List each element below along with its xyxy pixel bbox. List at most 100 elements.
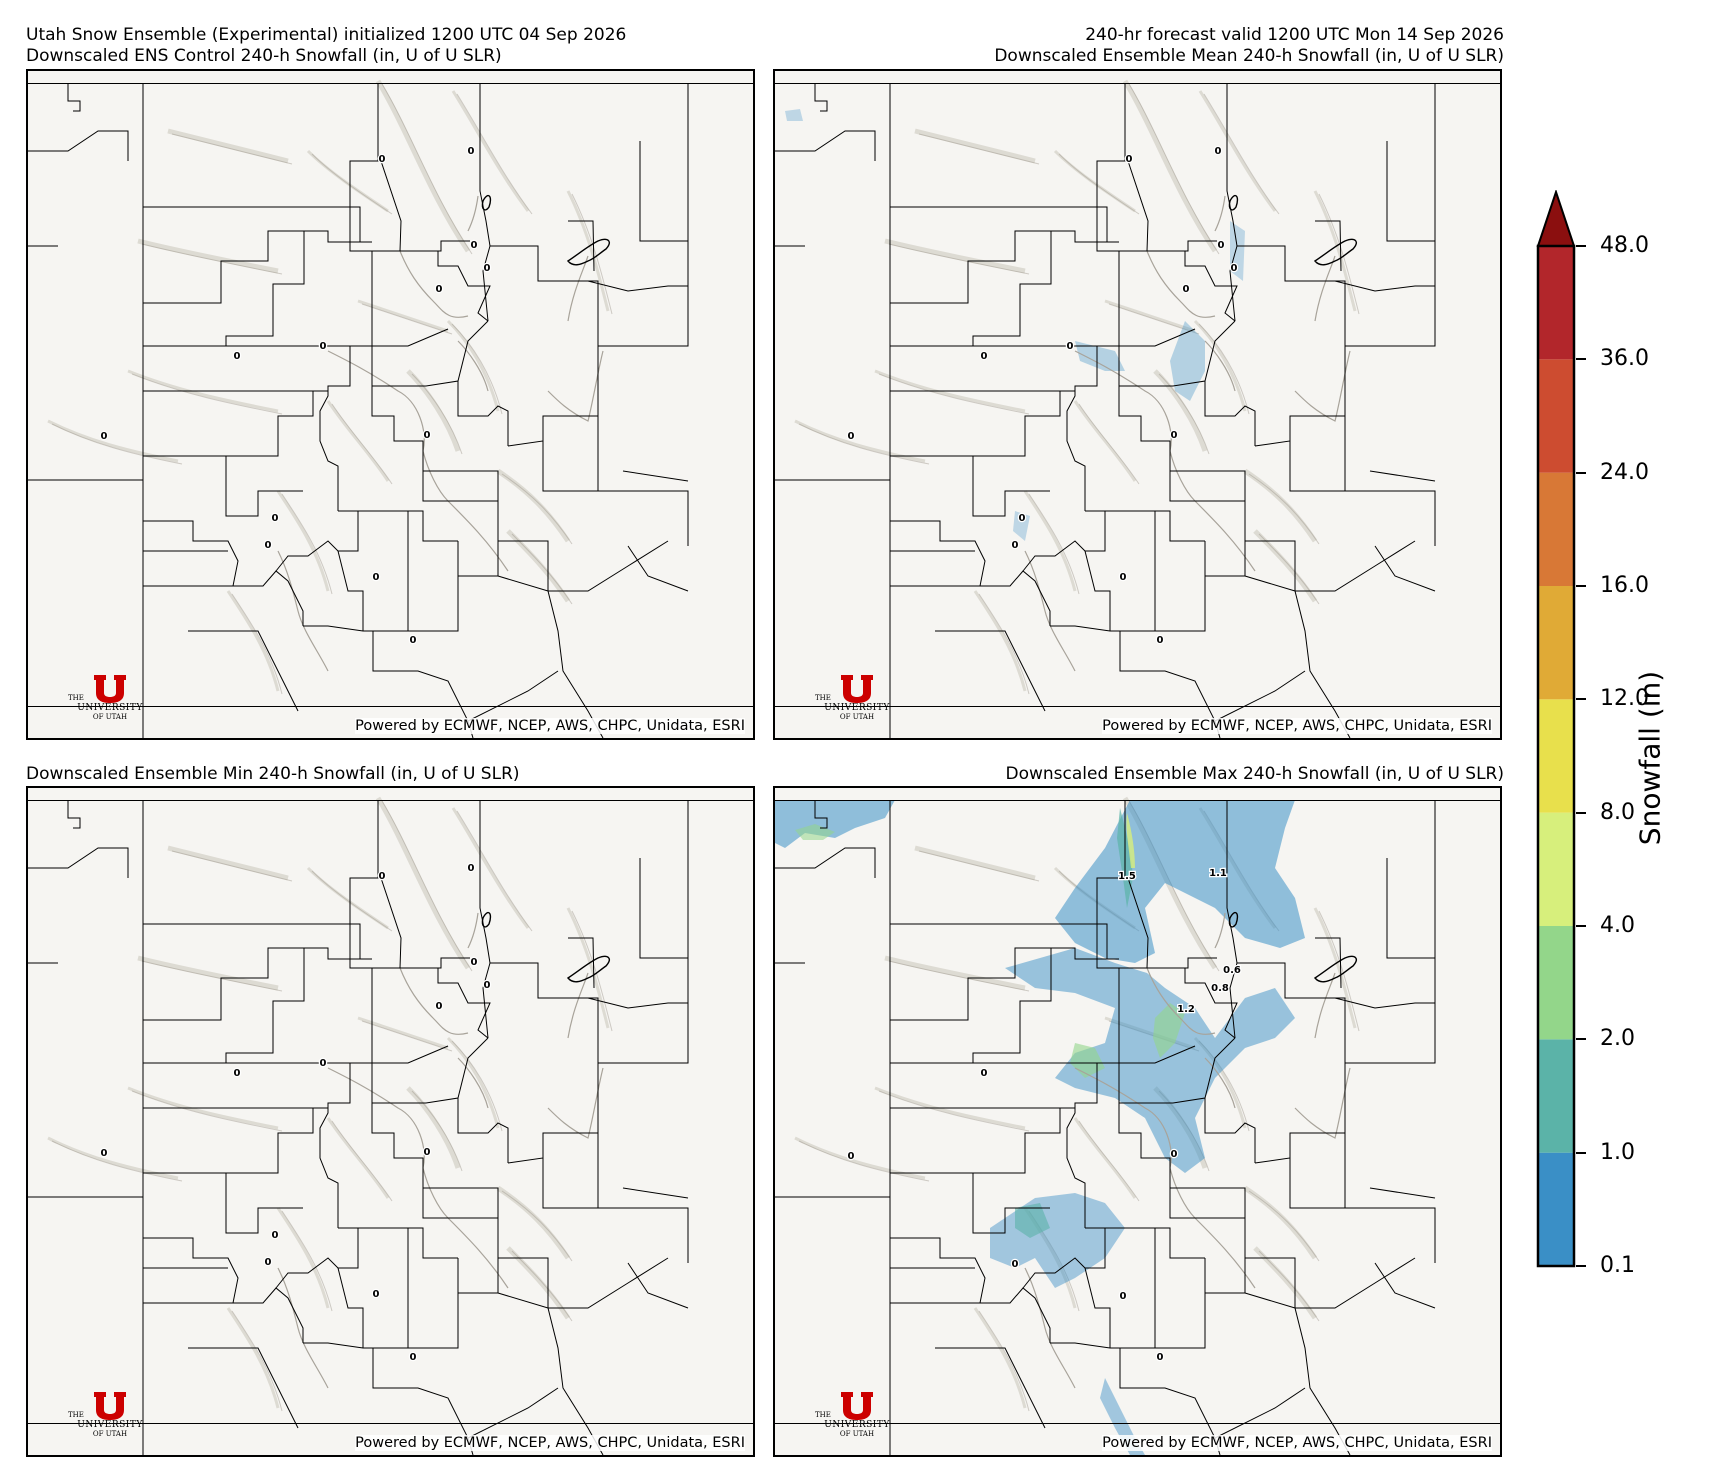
point-label: 0: [1157, 635, 1164, 646]
colorbar-tick-label: 1.0: [1600, 1139, 1635, 1165]
logo-the: THE: [68, 694, 84, 702]
colorbar-segment: [1538, 359, 1574, 473]
colorbar-tick-label: 8.0: [1600, 799, 1635, 825]
point-label: 0: [468, 146, 475, 157]
max-panel-title: Downscaled Ensemble Max 240-h Snowfall (…: [1005, 764, 1505, 784]
point-label: 0: [265, 540, 272, 551]
header-line-1-left: Utah Snow Ensemble (Experimental) initia…: [26, 25, 627, 45]
map-top-border: [775, 71, 1500, 84]
logo-the: THE: [815, 1411, 831, 1419]
rivers: [277, 195, 604, 672]
colorbar-segment: [1538, 1152, 1574, 1266]
snowfall-shading: [785, 109, 1245, 541]
point-label: 0: [1171, 430, 1178, 441]
university-of-utah-logo: THE UNIVERSITY OF UTAH: [811, 674, 903, 732]
colorbar-segment: [1538, 699, 1574, 813]
county-borders: [775, 800, 1436, 1455]
point-label: 0: [424, 430, 431, 441]
logo-the: THE: [815, 694, 831, 702]
header-line-2-right: Downscaled Ensemble Mean 240-h Snowfall …: [994, 46, 1504, 66]
point-label: 0: [234, 351, 241, 362]
colorbar-tick-label: 24.0: [1600, 459, 1649, 485]
snowfall-colorbar: [1536, 190, 1576, 1268]
point-label: 0: [1019, 513, 1026, 524]
point-label: 0: [320, 341, 327, 352]
point-label: 0: [471, 240, 478, 251]
logo-the: THE: [68, 1411, 84, 1419]
point-label: 0: [410, 635, 417, 646]
point-label: 0: [436, 284, 443, 295]
point-label: 0: [468, 863, 475, 874]
point-label: 0: [1183, 284, 1190, 295]
point-label: 0: [436, 284, 443, 295]
colorbar-tick: [1576, 1038, 1586, 1041]
terrain-hillshade: [794, 79, 1360, 695]
terrain-hillshade: [47, 79, 613, 695]
data-credit-text: Powered by ECMWF, NCEP, AWS, CHPC, Unida…: [1102, 718, 1492, 734]
point-label: 0: [373, 572, 380, 583]
map-footer-strip: [775, 1423, 1500, 1455]
colorbar-tick: [1576, 358, 1586, 361]
point-label: 0: [1012, 540, 1019, 551]
point-label: 0: [471, 957, 478, 968]
map-panel-min: 0 0 0 0 0 0 0 0 0 0 0 0 0 0 THE UNIVERSITY OF UTAH Powere…: [26, 786, 755, 1457]
logo-university: UNIVERSITY: [824, 703, 890, 713]
logo-of-utah: OF UTAH: [92, 713, 128, 721]
colorbar-tick: [1576, 471, 1586, 474]
point-label: 0: [981, 1068, 988, 1079]
data-credit-text: Powered by ECMWF, NCEP, AWS, CHPC, Unida…: [1102, 1435, 1492, 1451]
utah-u-icon: [94, 1392, 126, 1420]
point-label: 0: [272, 513, 279, 524]
point-label: 0: [265, 1257, 272, 1268]
map-footer-strip: [28, 1423, 753, 1455]
colorbar-tick: [1576, 698, 1586, 701]
colorbar-tick-label: 4.0: [1600, 913, 1635, 938]
utah-u-icon: [94, 675, 126, 703]
point-label: 0: [1067, 341, 1074, 352]
point-label: 0: [1157, 1352, 1164, 1363]
colorbar-tick: [1576, 1265, 1586, 1267]
colorbar-segment: [1538, 926, 1574, 1040]
point-label: 0: [848, 1151, 855, 1162]
colorbar-segment: [1538, 812, 1574, 926]
point-label: 0: [272, 1230, 279, 1241]
logo-university: UNIVERSITY: [824, 1420, 890, 1430]
colorbar-tick-label: 16.0: [1600, 573, 1649, 598]
logo-of-utah: OF UTAH: [839, 1430, 875, 1438]
point-label: 0: [981, 351, 988, 362]
logo-university: UNIVERSITY: [77, 703, 143, 713]
university-of-utah-logo: THE UNIVERSITY OF UTAH: [64, 1391, 156, 1449]
colorbar-tick-label: 0.1: [1600, 1253, 1635, 1278]
colorbar-tick-label: 2.0: [1600, 1026, 1635, 1052]
point-label: 0: [410, 1352, 417, 1363]
colorbar-segment: [1538, 586, 1574, 700]
utah-u-icon: [841, 675, 873, 703]
point-label: 0: [1215, 146, 1222, 157]
map-panel-control: 0 0 0 0 0 0 0 0 0 0 0 0 0 0 THE UNIVERSITY OF UTAH Powere…: [26, 69, 755, 740]
point-label: 0: [1218, 240, 1225, 251]
colorbar-tick-label: 48.0: [1600, 233, 1649, 258]
logo-of-utah: OF UTAH: [839, 713, 875, 721]
colorbar-tick: [1576, 1151, 1586, 1154]
county-borders: [28, 800, 689, 1455]
terrain-hillshade: [47, 796, 613, 1412]
point-label: 0: [320, 1058, 327, 1069]
point-label: 1.2: [1177, 1004, 1195, 1015]
point-label: 0: [373, 1289, 380, 1300]
snowfall-shading: [775, 800, 1305, 1455]
point-label: 0: [1120, 1291, 1127, 1302]
point-label: 0: [379, 154, 386, 165]
logo-university: UNIVERSITY: [77, 1420, 143, 1430]
point-label: 0: [436, 1001, 443, 1012]
utah-u-icon: [841, 1392, 873, 1420]
point-label: 0: [1012, 1259, 1019, 1270]
university-of-utah-logo: THE UNIVERSITY OF UTAH: [64, 674, 156, 732]
map-top-border: [775, 788, 1500, 801]
point-label: 0: [379, 871, 386, 882]
